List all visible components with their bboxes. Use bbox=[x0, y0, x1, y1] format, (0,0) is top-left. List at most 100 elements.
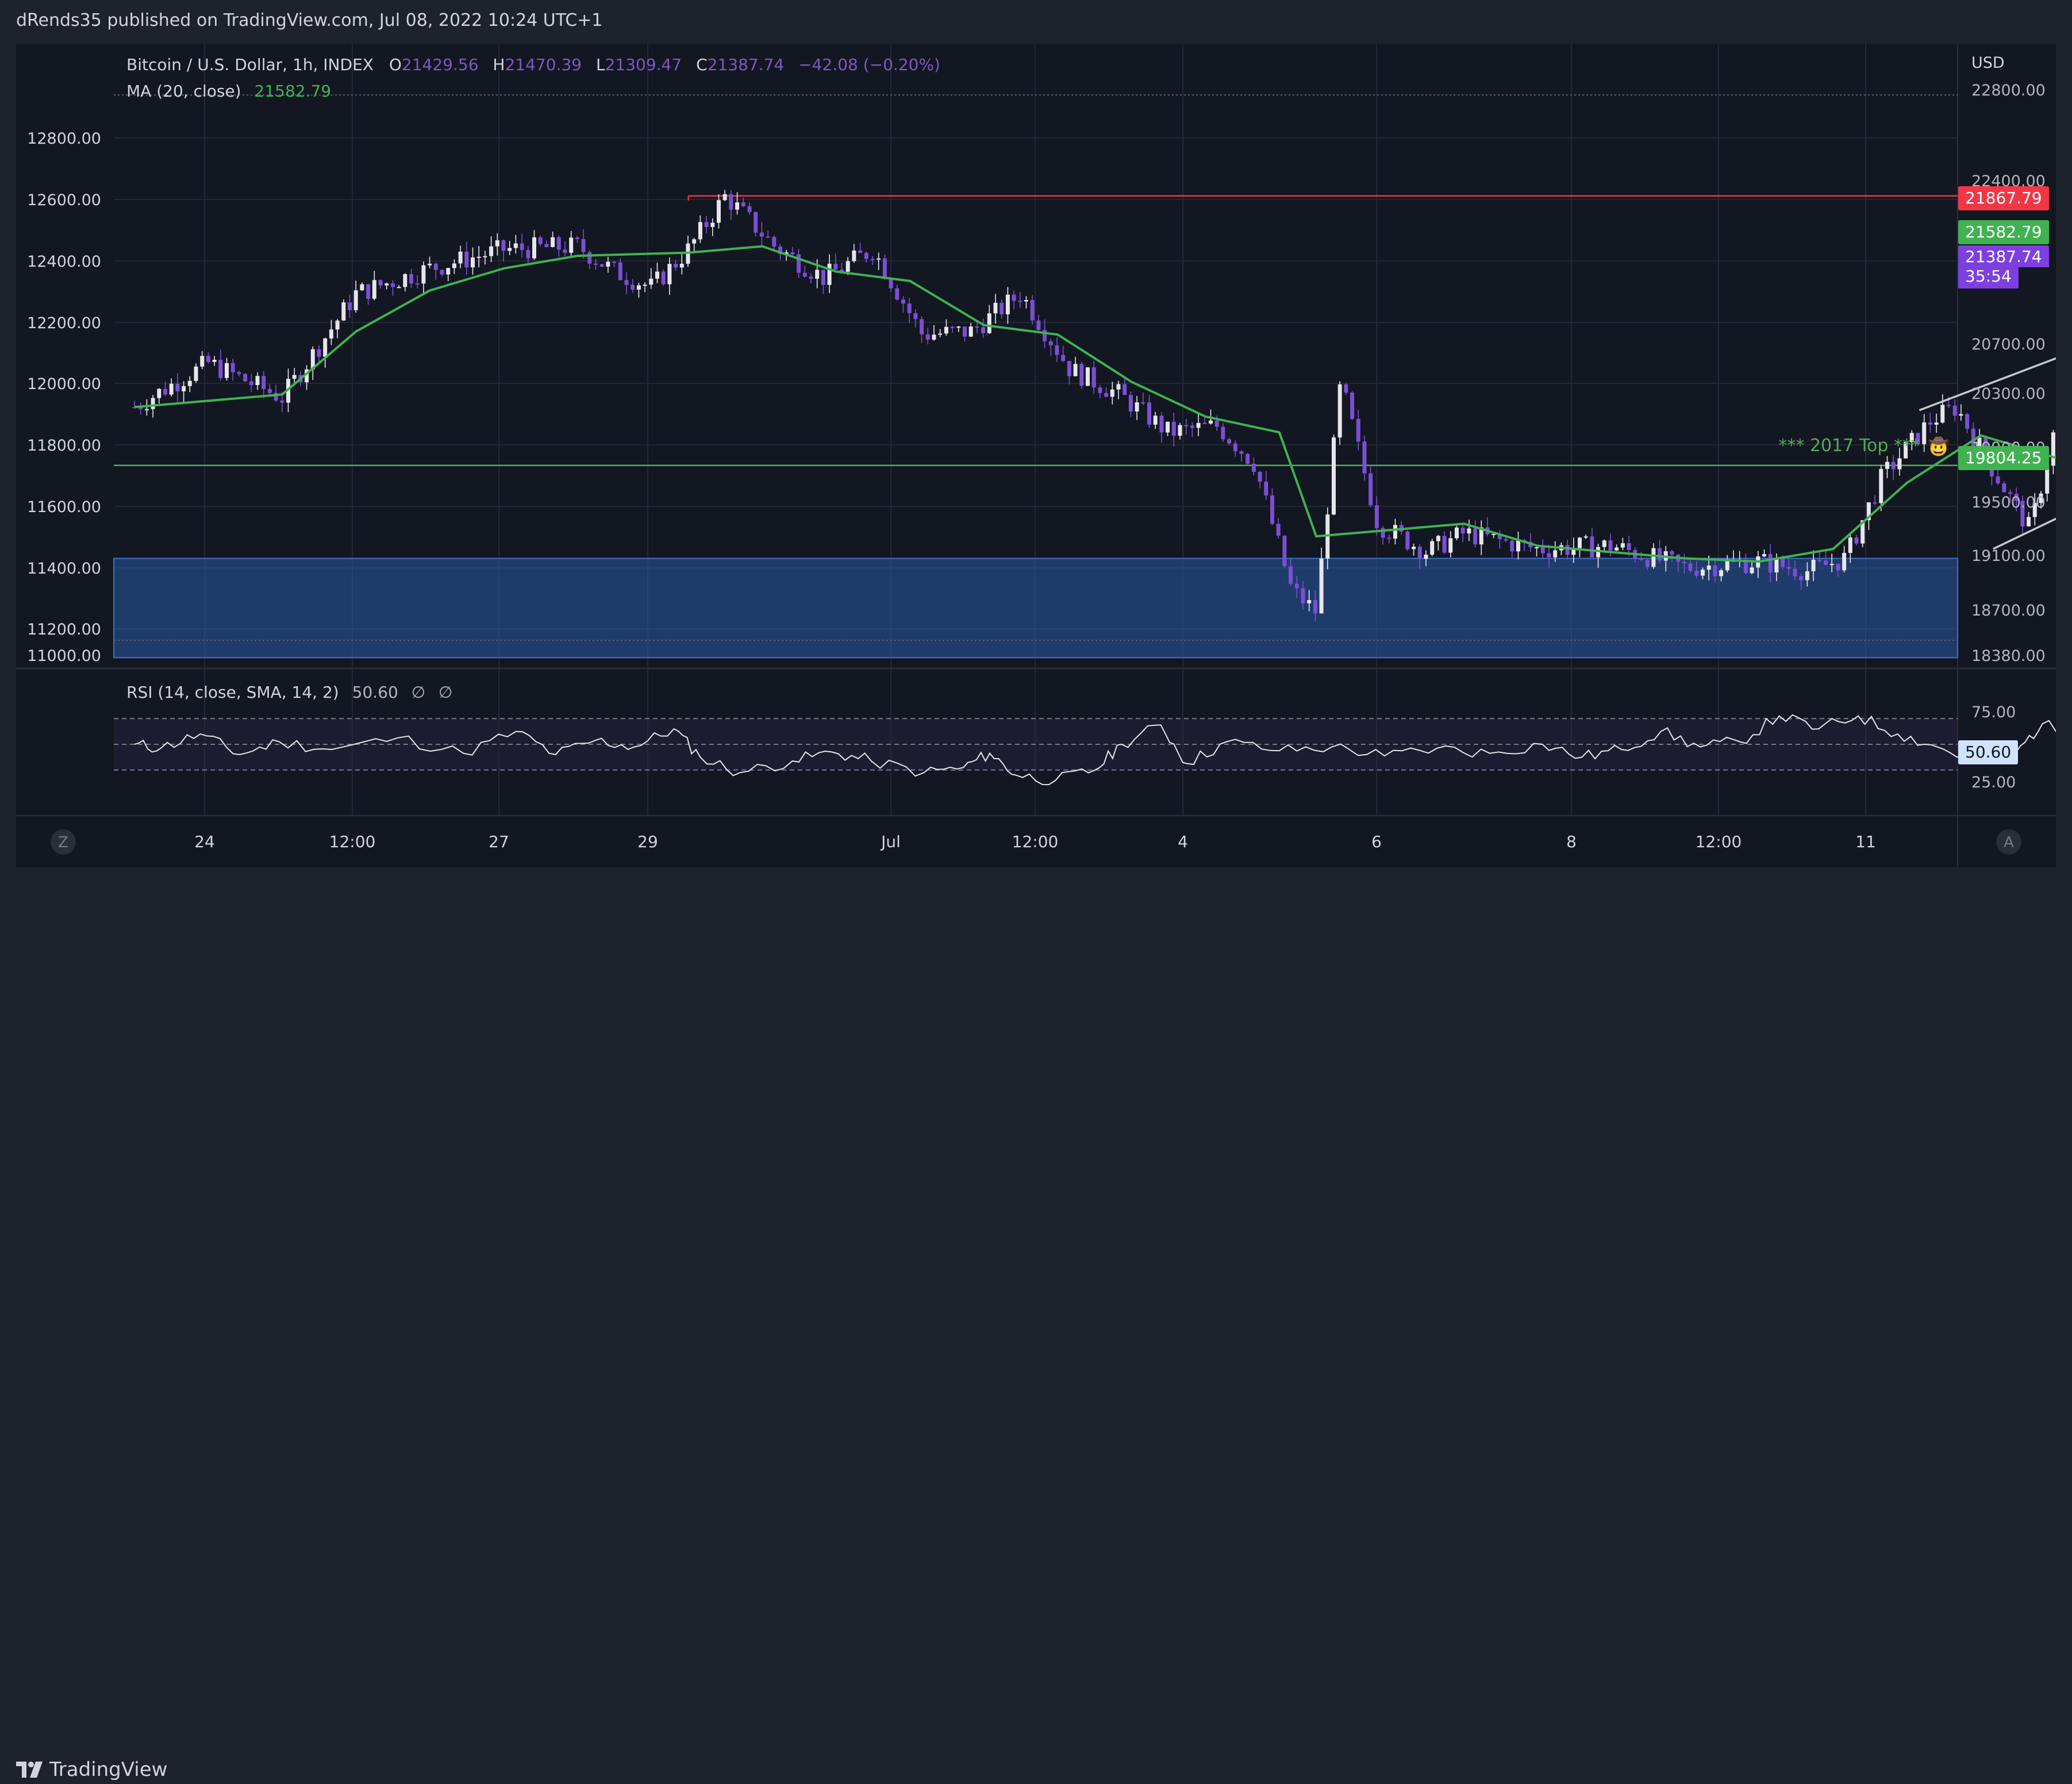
candle-body-231 bbox=[1553, 550, 1558, 558]
candle-body-163 bbox=[1135, 402, 1139, 412]
ma-price-label: 21582.79 bbox=[1958, 220, 2049, 244]
left-tick-3: 12200.00 bbox=[27, 314, 101, 332]
publish-bar: dRends35 published on TradingView.com, J… bbox=[0, 0, 2072, 46]
candle-body-200 bbox=[1362, 441, 1367, 474]
symbol-title[interactable]: Bitcoin / U.S. Dollar, 1h, INDEX bbox=[126, 55, 374, 74]
candle-body-30 bbox=[317, 349, 321, 357]
candle-body-89 bbox=[679, 263, 684, 268]
candle-body-196 bbox=[1337, 384, 1342, 438]
x-tick-5: 12:00 bbox=[1012, 832, 1059, 851]
candle-body-129 bbox=[925, 334, 930, 340]
top-2017-label[interactable]: *** 2017 Top *** bbox=[1778, 436, 1920, 456]
candle-body-282 bbox=[1866, 502, 1871, 521]
rsi-tick-75: 75.00 bbox=[1971, 703, 2016, 721]
candle-body-121 bbox=[877, 258, 881, 260]
candle-body-254 bbox=[1694, 571, 1699, 576]
right-tick-0: 22800.00 bbox=[1971, 82, 2046, 99]
candle-body-270 bbox=[1793, 568, 1797, 576]
candle-body-104 bbox=[772, 237, 776, 247]
candle-body-177 bbox=[1221, 426, 1225, 440]
candle-body-306 bbox=[2014, 494, 2019, 501]
candle-body-252 bbox=[1682, 562, 1686, 564]
candle-body-160 bbox=[1116, 384, 1121, 390]
candle-body-14 bbox=[218, 360, 223, 378]
auto-scale-button[interactable] bbox=[1996, 829, 2021, 855]
candle-body-83 bbox=[643, 284, 647, 286]
candle-body-191 bbox=[1307, 600, 1312, 603]
candle-body-150 bbox=[1055, 345, 1059, 355]
candle-body-167 bbox=[1159, 416, 1164, 433]
candle-body-183 bbox=[1258, 472, 1262, 482]
candle-body-192 bbox=[1313, 600, 1317, 614]
candle-body-250 bbox=[1670, 551, 1674, 555]
candle-body-297 bbox=[1959, 414, 1963, 416]
candle-body-213 bbox=[1442, 536, 1447, 553]
candle-body-134 bbox=[956, 326, 961, 328]
rsi-price-label: 50.60 bbox=[1958, 740, 2019, 764]
candle-body-135 bbox=[963, 326, 967, 337]
price-chart[interactable]: SRP*** 2017 Top ***🤠USD22800.0022400.002… bbox=[16, 44, 2056, 867]
candle-body-291 bbox=[1922, 422, 1927, 444]
candle-body-304 bbox=[2002, 483, 2006, 493]
candle-body-198 bbox=[1350, 393, 1355, 419]
candle-body-187 bbox=[1282, 536, 1287, 567]
candle-body-29 bbox=[310, 349, 315, 370]
candle-body-175 bbox=[1209, 420, 1213, 424]
tradingview-logo[interactable]: TradingView bbox=[16, 1755, 167, 1784]
candle-body-284 bbox=[1879, 468, 1883, 503]
candle-body-38 bbox=[366, 284, 371, 299]
zoom-reset-button[interactable] bbox=[51, 829, 76, 855]
candle-body-239 bbox=[1602, 540, 1606, 547]
candle-body-218 bbox=[1473, 528, 1478, 545]
candle-body-248 bbox=[1658, 548, 1662, 561]
candle-body-75 bbox=[594, 263, 598, 265]
candle-body-307 bbox=[2020, 501, 2025, 526]
candle-body-203 bbox=[1381, 528, 1385, 538]
rsi-line[interactable] bbox=[134, 709, 2056, 786]
candle-body-149 bbox=[1048, 341, 1053, 345]
candle-body-208 bbox=[1412, 547, 1416, 549]
ma-label[interactable]: MA (20, close) bbox=[126, 82, 241, 101]
rsi-label[interactable]: RSI (14, close, SMA, 14, 2) bbox=[126, 683, 339, 702]
candle-body-115 bbox=[840, 269, 844, 272]
candle-body-151 bbox=[1061, 355, 1066, 362]
demand-zone[interactable] bbox=[113, 558, 1958, 659]
candle-body-255 bbox=[1701, 570, 1705, 576]
candle-body-67 bbox=[544, 244, 549, 247]
candle-body-113 bbox=[827, 263, 832, 285]
candle-body-298 bbox=[1965, 414, 1970, 429]
candle-body-44 bbox=[403, 274, 408, 287]
currency-label: USD bbox=[1971, 54, 2005, 72]
candle-body-19 bbox=[249, 381, 253, 385]
candle-body-265 bbox=[1762, 554, 1766, 557]
candle-body-193 bbox=[1319, 558, 1324, 614]
channel-upper-line[interactable] bbox=[1919, 266, 2056, 412]
candle-body-98 bbox=[735, 202, 740, 210]
candle-body-201 bbox=[1368, 473, 1373, 506]
candle-body-136 bbox=[968, 326, 973, 337]
candle-body-87 bbox=[667, 264, 672, 284]
candle-body-176 bbox=[1214, 420, 1219, 427]
candle-body-99 bbox=[741, 202, 745, 206]
candle-body-133 bbox=[950, 326, 955, 328]
candle-body-199 bbox=[1356, 418, 1360, 442]
candle-body-295 bbox=[1947, 405, 1951, 406]
candle-body-106 bbox=[784, 252, 789, 255]
auto-scale-label: A bbox=[2004, 834, 2014, 851]
candle-body-111 bbox=[815, 270, 820, 279]
candle-body-82 bbox=[636, 285, 641, 290]
candle-body-204 bbox=[1387, 537, 1391, 539]
x-tick-8: 8 bbox=[1566, 832, 1577, 851]
x-tick-7: 6 bbox=[1371, 832, 1382, 851]
x-tick-2: 27 bbox=[489, 832, 509, 851]
candle-body-46 bbox=[415, 283, 420, 285]
chart-panel bbox=[16, 44, 2056, 867]
candle-body-186 bbox=[1276, 524, 1281, 536]
candle-body-132 bbox=[944, 326, 948, 334]
candle-body-296 bbox=[1952, 405, 1957, 416]
ma-line[interactable] bbox=[134, 228, 2056, 563]
candle-body-229 bbox=[1540, 547, 1545, 553]
candle-body-81 bbox=[631, 284, 635, 290]
candle-body-308 bbox=[2027, 517, 2031, 526]
support-price-label: 19804.25 bbox=[1958, 446, 2049, 470]
